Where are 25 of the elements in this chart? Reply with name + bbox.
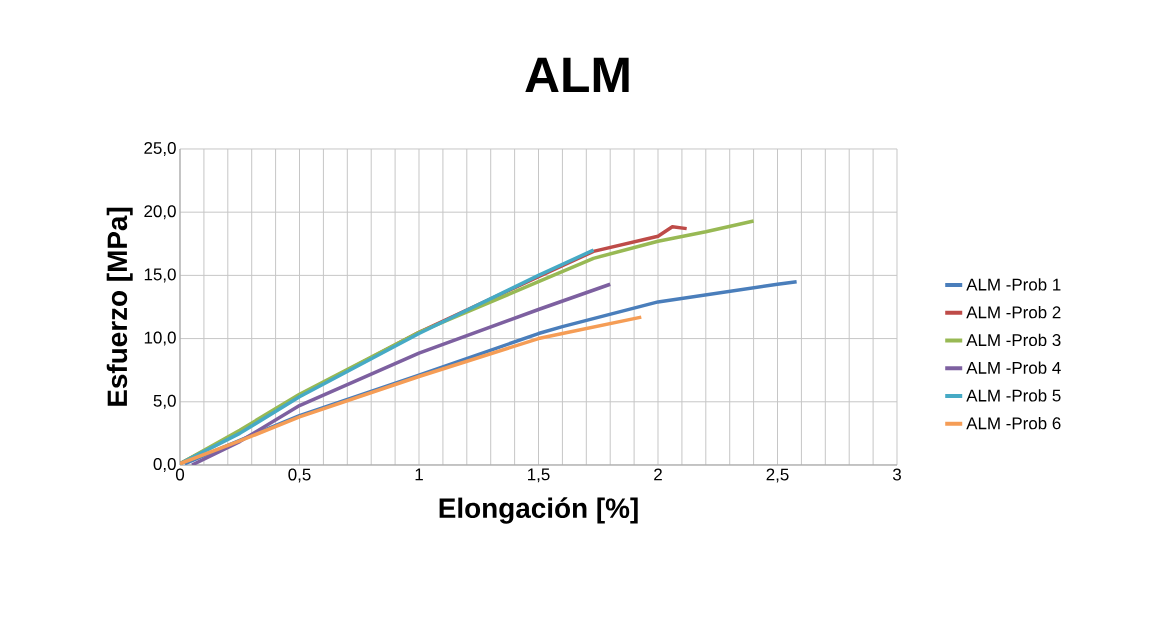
y-axis-title: Esfuerzo [MPa] bbox=[106, 207, 133, 406]
chart-title: ALM bbox=[525, 57, 629, 93]
y-tick-label: 5,0 bbox=[153, 394, 176, 409]
line-series bbox=[190, 282, 612, 465]
x-tick-label: 3 bbox=[892, 468, 901, 481]
y-tick-label: 20,0 bbox=[144, 205, 176, 220]
x-tick-label: 2 bbox=[654, 468, 662, 481]
y-tick-label: 15,0 bbox=[144, 268, 176, 283]
y-tick-label: 0,0 bbox=[153, 457, 176, 472]
x-tick-label: 1 bbox=[415, 468, 423, 481]
legend-label: ALM -Prob 1 bbox=[966, 278, 1061, 291]
legend-label: ALM -Prob 5 bbox=[966, 389, 1061, 402]
y-tick-label: 10,0 bbox=[144, 331, 176, 346]
x-tick-label: 0,5 bbox=[288, 468, 311, 483]
x-axis-title: Elongación [%] bbox=[439, 497, 638, 524]
legend-label: ALM -Prob 3 bbox=[966, 333, 1061, 347]
legend-label: ALM -Prob 6 bbox=[966, 416, 1061, 430]
x-tick-label: 2,5 bbox=[766, 468, 789, 483]
line-series bbox=[180, 248, 596, 465]
y-tick-label: 25,0 bbox=[144, 141, 176, 156]
x-tick-label: 1,5 bbox=[528, 468, 550, 483]
legend-label: ALM -Prob 4 bbox=[966, 361, 1061, 374]
line-series bbox=[180, 315, 644, 465]
x-tick-label: 0 bbox=[175, 468, 185, 481]
legend-label: ALM -Prob 2 bbox=[966, 305, 1061, 319]
